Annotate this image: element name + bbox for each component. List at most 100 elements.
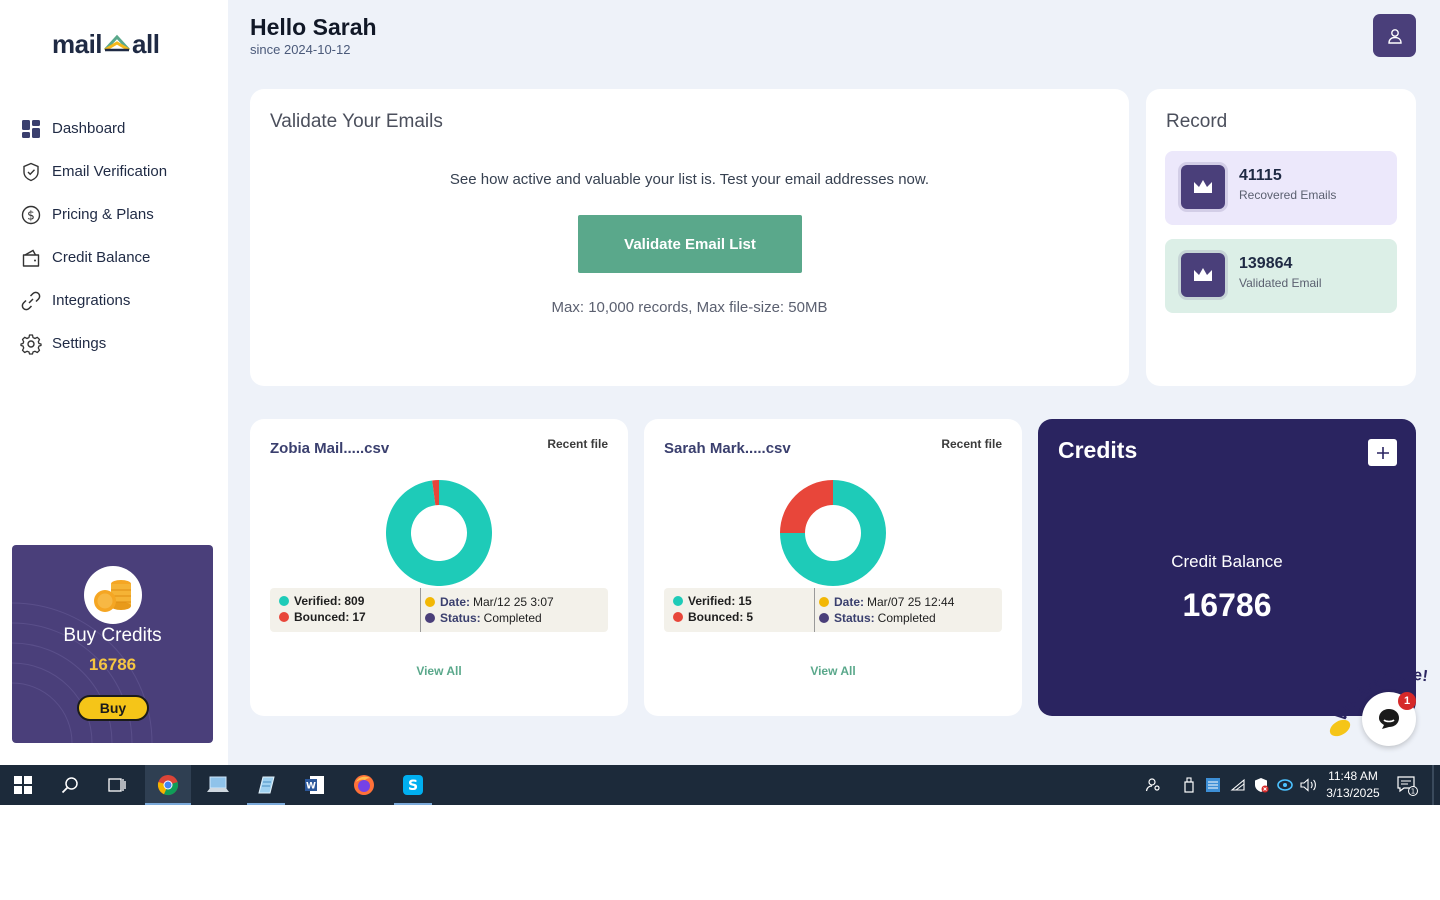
crown-icon: [1181, 165, 1225, 209]
plus-icon: [1376, 446, 1389, 459]
sidebar-item-settings[interactable]: Settings: [0, 322, 228, 365]
app-window: mail all Dashboard Emai: [0, 0, 1440, 765]
sidebar: mail all Dashboard Emai: [0, 0, 228, 765]
status-label: Status:: [834, 611, 875, 625]
view-all-link[interactable]: View All: [416, 664, 462, 678]
sync-icon[interactable]: [1274, 765, 1296, 805]
file-name: Sarah Mark.....csv: [664, 440, 791, 457]
chat-notification-badge: 1: [1398, 692, 1416, 710]
verified-label: Verified:: [294, 594, 342, 608]
sidebar-item-email-verification[interactable]: Email Verification: [0, 150, 228, 193]
date-value: Mar/07 25 12:44: [867, 595, 955, 609]
windows-start-icon[interactable]: [0, 765, 46, 805]
chat-widget[interactable]: We Are Here! 1: [1324, 662, 1440, 752]
wifi-icon[interactable]: [1227, 765, 1249, 805]
buy-credits-card: Buy Credits 16786 Buy: [12, 545, 213, 743]
logo[interactable]: mail all: [52, 26, 160, 62]
bounced-value: 17: [352, 610, 366, 624]
donut-slice-verified: [780, 480, 886, 586]
user-icon: [1387, 28, 1402, 44]
svg-text:S: S: [408, 778, 418, 794]
date-label: Date:: [440, 595, 471, 609]
dollar-icon: $: [20, 204, 42, 226]
sidebar-item-label: Email Verification: [52, 163, 168, 180]
link-icon: [20, 290, 42, 312]
verified-count: Verified: 809: [279, 594, 367, 608]
usb-device-icon[interactable]: [1178, 765, 1200, 805]
taskbar-clock[interactable]: 11:48 AM 3/13/2025: [1318, 768, 1388, 802]
status-value: Completed: [877, 611, 936, 625]
summary-divider: [814, 588, 815, 632]
summary-divider: [420, 588, 421, 632]
recent-file-tag: Recent file: [941, 437, 1002, 451]
date-label: Date:: [834, 595, 865, 609]
verified-dot: [279, 596, 289, 606]
svg-text:W: W: [306, 782, 316, 792]
donut-slice-verified: [386, 480, 492, 586]
firefox-icon[interactable]: [341, 765, 387, 805]
recent-file-card: Zobia Mail.....csv Recent file Verified:…: [250, 419, 628, 716]
buy-credits-title: Buy Credits: [63, 625, 162, 646]
remote-desktop-icon[interactable]: [195, 765, 241, 805]
sidebar-item-credit-balance[interactable]: Credit Balance: [0, 236, 228, 279]
verified-value: 15: [738, 594, 752, 608]
credits-card: Credits Credit Balance 16786: [1038, 419, 1416, 716]
recent-file-card: Sarah Mark.....csv Recent file Verified:…: [644, 419, 1022, 716]
date-dot: [819, 597, 829, 607]
notepad-icon[interactable]: [243, 765, 289, 805]
bounced-count: Bounced: 17: [279, 610, 369, 624]
validate-emails-card: Validate Your Emails See how active and …: [250, 89, 1129, 386]
status-value: Completed: [483, 611, 542, 625]
clock-time: 11:48 AM: [1328, 769, 1378, 783]
credit-balance-value: 16786: [1182, 587, 1272, 623]
validated-emails-stat: 139864 Validated Email: [1165, 239, 1397, 313]
taskbar: W S 11:48 AM 3/13/2025 1: [0, 765, 1440, 805]
bounced-dot: [279, 612, 289, 622]
record-title: Record: [1166, 111, 1228, 132]
file-date: Date: Mar/07 25 12:44: [819, 595, 954, 609]
add-credits-button[interactable]: [1368, 439, 1397, 466]
profile-button[interactable]: [1373, 14, 1416, 57]
sidebar-item-pricing[interactable]: $ Pricing & Plans: [0, 193, 228, 236]
buy-button[interactable]: Buy: [77, 695, 149, 721]
file-summary: Verified: 809 Bounced: 17 Date: Mar/12 25 3…: [270, 588, 608, 632]
date-value: Mar/12 25 3:07: [473, 595, 554, 609]
sidebar-item-label: Pricing & Plans: [52, 206, 154, 223]
record-card: Record 41115 Recovered Emails 139864 Val…: [1146, 89, 1416, 386]
shield-check-icon: [20, 161, 42, 183]
sidebar-item-label: Credit Balance: [52, 249, 151, 266]
sidebar-item-dashboard[interactable]: Dashboard: [0, 107, 228, 150]
verification-donut-chart: [386, 480, 492, 586]
notification-center-icon[interactable]: 1: [1392, 765, 1422, 805]
validate-title: Validate Your Emails: [270, 111, 443, 132]
search-icon[interactable]: [47, 765, 93, 805]
credit-balance-label: Credit Balance: [1171, 552, 1283, 571]
file-status: Status: Completed: [819, 611, 936, 625]
coins-icon: [84, 566, 142, 624]
logo-envelope-icon: [102, 29, 132, 59]
task-view-icon[interactable]: [94, 765, 140, 805]
sidebar-item-integrations[interactable]: Integrations: [0, 279, 228, 322]
volume-icon[interactable]: [1298, 765, 1320, 805]
file-date: Date: Mar/12 25 3:07: [425, 595, 554, 609]
skype-icon[interactable]: S: [390, 765, 436, 805]
logo-text-left: mail: [52, 28, 103, 59]
member-since: since 2024-10-12: [250, 42, 351, 57]
verified-label: Verified:: [688, 594, 736, 608]
show-desktop-edge[interactable]: [1432, 765, 1434, 805]
svg-text:1: 1: [1411, 788, 1415, 796]
word-icon[interactable]: W: [292, 765, 338, 805]
validate-email-list-button[interactable]: Validate Email List: [578, 215, 802, 273]
chat-icon: [1379, 709, 1399, 729]
upload-limits: Max: 10,000 records, Max file-size: 50MB: [551, 299, 828, 316]
view-all-link[interactable]: View All: [810, 664, 856, 678]
stat-value: 41115: [1239, 167, 1282, 184]
sidebar-nav: Dashboard Email Verification $ Pricing &…: [0, 107, 228, 365]
svg-text:$: $: [27, 208, 35, 222]
date-dot: [425, 597, 435, 607]
chrome-icon[interactable]: [145, 765, 191, 805]
people-icon[interactable]: [1140, 765, 1166, 805]
security-warning-icon[interactable]: [1250, 765, 1272, 805]
network-drive-icon[interactable]: [1202, 765, 1224, 805]
sidebar-item-label: Integrations: [52, 292, 131, 309]
